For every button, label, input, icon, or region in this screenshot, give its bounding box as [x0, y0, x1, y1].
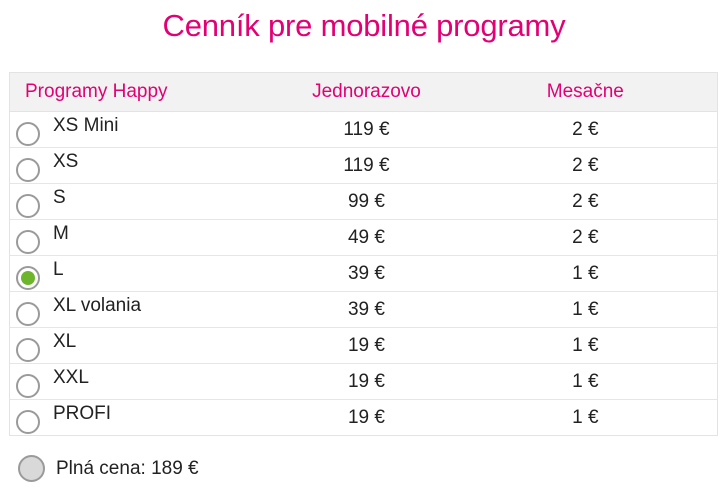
program-cell: XXL — [10, 366, 259, 398]
one-time-price: 19 € — [347, 370, 385, 392]
page-title: Cenník pre mobilné programy — [162, 8, 566, 43]
program-radio[interactable] — [16, 337, 40, 362]
header-one-time: Jednorazovo — [312, 81, 421, 102]
table-row[interactable]: XL volania 39 € 1 € — [10, 292, 717, 328]
table-body: XS Mini 119 € 2 € XS 119 € 2 € S 99 € 2 € M 49 € 2 … — [10, 112, 717, 435]
one-time-price: 39 € — [347, 262, 385, 284]
monthly-price: 1 € — [572, 298, 599, 320]
table-row[interactable]: XL 19 € 1 € — [10, 328, 717, 364]
program-cell: PROFI — [10, 402, 259, 434]
table-row[interactable]: XS 119 € 2 € — [10, 148, 717, 184]
full-price-label: Plná cena: 189 € — [56, 457, 199, 479]
one-time-price: 99 € — [347, 190, 385, 212]
one-time-price: 39 € — [347, 298, 385, 320]
program-cell: M — [10, 222, 259, 254]
program-radio[interactable] — [16, 265, 40, 290]
table-row[interactable]: XS Mini 119 € 2 € — [10, 112, 717, 148]
table-row[interactable]: XXL 19 € 1 € — [10, 364, 717, 400]
monthly-price: 1 € — [572, 406, 599, 428]
one-time-price: 19 € — [347, 406, 385, 428]
table-header: Programy Happy Jednorazovo Mesačne — [10, 73, 717, 112]
one-time-price: 49 € — [347, 226, 385, 248]
program-name: M — [53, 222, 69, 244]
monthly-price: 2 € — [572, 154, 599, 176]
program-cell: XS Mini — [10, 114, 259, 146]
program-cell: S — [10, 186, 259, 218]
program-name: L — [53, 258, 64, 280]
program-radio[interactable] — [16, 409, 40, 434]
full-price-radio[interactable] — [18, 455, 45, 482]
monthly-price: 1 € — [572, 334, 599, 356]
program-name: XL — [53, 330, 77, 352]
program-radio[interactable] — [16, 373, 40, 398]
program-cell: XL — [10, 330, 259, 362]
monthly-price: 2 € — [572, 190, 599, 212]
price-table: Programy Happy Jednorazovo Mesačne XS Mi… — [9, 72, 718, 436]
table-row[interactable]: S 99 € 2 € — [10, 184, 717, 220]
program-radio[interactable] — [16, 301, 40, 326]
program-radio[interactable] — [16, 121, 40, 146]
full-price-option[interactable]: Plná cena: 189 € — [18, 455, 199, 482]
table-row[interactable]: L 39 € 1 € — [10, 256, 717, 292]
monthly-price: 1 € — [572, 370, 599, 392]
monthly-price: 1 € — [572, 262, 599, 284]
program-name: XS — [53, 150, 79, 172]
program-name: PROFI — [53, 402, 112, 424]
header-programs: Programy Happy — [25, 81, 168, 102]
table-row[interactable]: M 49 € 2 € — [10, 220, 717, 256]
program-name: XS Mini — [53, 114, 119, 136]
program-cell: XL volania — [10, 294, 259, 326]
table-row[interactable]: PROFI 19 € 1 € — [10, 400, 717, 435]
program-radio[interactable] — [16, 157, 40, 182]
monthly-price: 2 € — [572, 226, 599, 248]
program-cell: XS — [10, 150, 259, 182]
program-name: XXL — [53, 366, 89, 388]
one-time-price: 119 € — [343, 154, 390, 176]
program-name: S — [53, 186, 66, 208]
program-name: XL volania — [53, 294, 142, 316]
program-cell: L — [10, 258, 259, 290]
header-monthly: Mesačne — [546, 81, 624, 102]
one-time-price: 119 € — [343, 118, 390, 140]
monthly-price: 2 € — [572, 118, 599, 140]
program-radio[interactable] — [16, 229, 40, 254]
program-radio[interactable] — [16, 193, 40, 218]
one-time-price: 19 € — [347, 334, 385, 356]
